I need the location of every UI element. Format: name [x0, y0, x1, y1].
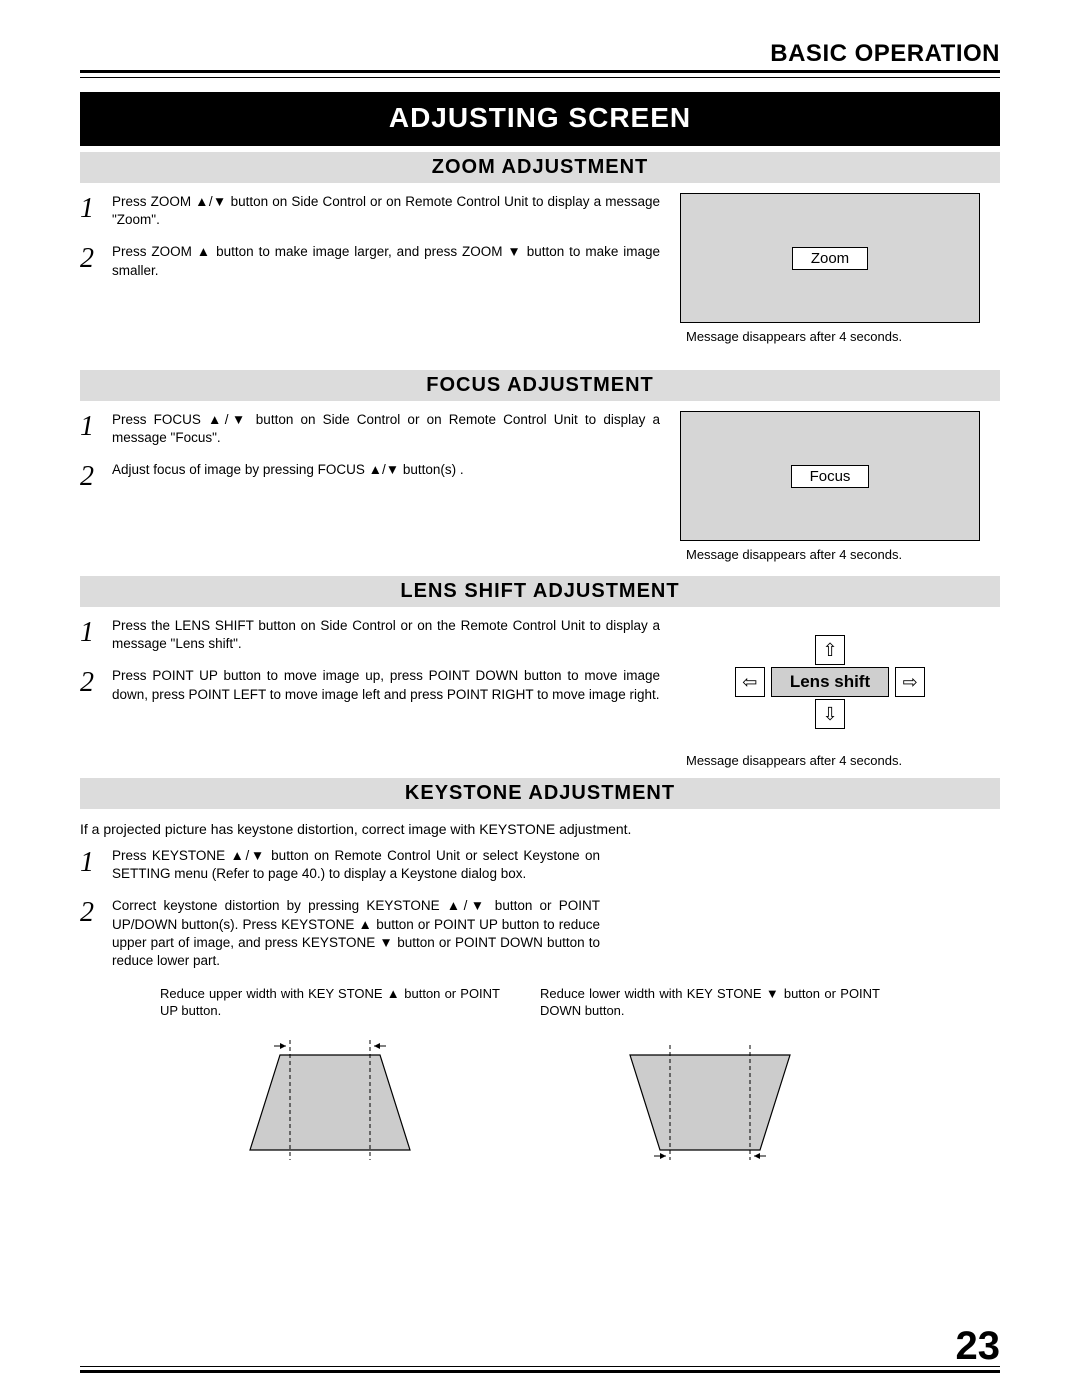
step-text: Press POINT UP button to move image up, … — [112, 667, 660, 703]
caption: Message disappears after 4 seconds. — [680, 547, 1000, 562]
lens-display: ⇧ ⇦ Lens shift ⇨ ⇩ Message disappears af… — [680, 617, 1000, 768]
step: 1 Press FOCUS ▲/▼ button on Side Control… — [80, 411, 660, 447]
arrow-right-icon: ⇨ — [895, 667, 925, 697]
step: 1 Press the LENS SHIFT button on Side Co… — [80, 617, 660, 653]
keystone-fig-upper: Reduce upper width with KEY STONE ▲ butt… — [160, 986, 500, 1160]
keystone-steps: 1 Press KEYSTONE ▲/▼ button on Remote Co… — [80, 847, 600, 970]
arrow-left-icon: ⇦ — [735, 667, 765, 697]
header-rule-thick — [80, 70, 1000, 73]
zoom-display: Zoom Message disappears after 4 seconds. — [680, 193, 1000, 344]
caption: Message disappears after 4 seconds. — [680, 329, 1000, 344]
page: BASIC OPERATION ADJUSTING SCREEN ZOOM AD… — [0, 0, 1080, 1397]
step: 2 Press POINT UP button to move image up… — [80, 667, 660, 703]
header-rule-thin — [80, 77, 1000, 78]
step-number: 1 — [80, 847, 100, 883]
step-text: Press ZOOM ▲/▼ button on Side Control or… — [112, 193, 660, 229]
focus-row: 1 Press FOCUS ▲/▼ button on Side Control… — [80, 411, 1000, 562]
step: 2 Press ZOOM ▲ button to make image larg… — [80, 243, 660, 279]
lens-shift-row: ⇦ Lens shift ⇨ — [735, 667, 925, 697]
step: 1 Press ZOOM ▲/▼ button on Side Control … — [80, 193, 660, 229]
page-number: 23 — [956, 1324, 1001, 1369]
step-number: 1 — [80, 411, 100, 447]
section-title-lens: LENS SHIFT ADJUSTMENT — [80, 576, 1000, 607]
main-banner: ADJUSTING SCREEN — [80, 92, 1000, 146]
focus-steps: 1 Press FOCUS ▲/▼ button on Side Control… — [80, 411, 660, 562]
fig-caption: Reduce lower width with KEY STONE ▼ butt… — [540, 986, 880, 1020]
trapezoid-upper-icon — [230, 1030, 430, 1160]
step-text: Press FOCUS ▲/▼ button on Side Control o… — [112, 411, 660, 447]
lens-shift-osd: ⇧ ⇦ Lens shift ⇨ ⇩ — [680, 635, 980, 729]
zoom-steps: 1 Press ZOOM ▲/▼ button on Side Control … — [80, 193, 660, 344]
step-text: Press the LENS SHIFT button on Side Cont… — [112, 617, 660, 653]
step-text: Press ZOOM ▲ button to make image larger… — [112, 243, 660, 279]
lens-steps: 1 Press the LENS SHIFT button on Side Co… — [80, 617, 660, 768]
trapezoid-lower-icon — [610, 1030, 810, 1160]
keystone-fig-lower: Reduce lower width with KEY STONE ▼ butt… — [540, 986, 880, 1160]
step-number: 2 — [80, 461, 100, 491]
osd-box-focus: Focus — [680, 411, 980, 541]
osd-box-zoom: Zoom — [680, 193, 980, 323]
section-title-focus: FOCUS ADJUSTMENT — [80, 370, 1000, 401]
arrow-up-icon: ⇧ — [815, 635, 845, 665]
step-text: Adjust focus of image by pressing FOCUS … — [112, 461, 464, 491]
step-number: 2 — [80, 897, 100, 970]
step-number: 1 — [80, 193, 100, 229]
fig-caption: Reduce upper width with KEY STONE ▲ butt… — [160, 986, 500, 1020]
step-number: 1 — [80, 617, 100, 653]
zoom-row: 1 Press ZOOM ▲/▼ button on Side Control … — [80, 193, 1000, 344]
footer — [80, 1366, 1000, 1373]
footer-rule-thin — [80, 1366, 1000, 1367]
section-title-keystone: KEYSTONE ADJUSTMENT — [80, 778, 1000, 809]
osd-label: Zoom — [792, 247, 868, 270]
caption: Message disappears after 4 seconds. — [680, 753, 1000, 768]
footer-rule-thick — [80, 1370, 1000, 1373]
step-number: 2 — [80, 243, 100, 279]
step: 1 Press KEYSTONE ▲/▼ button on Remote Co… — [80, 847, 600, 883]
step: 2 Correct keystone distortion by pressin… — [80, 897, 600, 970]
osd-label: Focus — [791, 465, 870, 488]
step-text: Press KEYSTONE ▲/▼ button on Remote Cont… — [112, 847, 600, 883]
lens-row: 1 Press the LENS SHIFT button on Side Co… — [80, 617, 1000, 768]
arrow-down-icon: ⇩ — [815, 699, 845, 729]
focus-display: Focus Message disappears after 4 seconds… — [680, 411, 1000, 562]
keystone-figures: Reduce upper width with KEY STONE ▲ butt… — [80, 986, 1000, 1160]
header-title: BASIC OPERATION — [80, 40, 1000, 68]
keystone-intro: If a projected picture has keystone dist… — [80, 821, 1000, 837]
section-title-zoom: ZOOM ADJUSTMENT — [80, 152, 1000, 183]
osd-label: Lens shift — [771, 667, 889, 697]
step: 2 Adjust focus of image by pressing FOCU… — [80, 461, 660, 491]
step-text: Correct keystone distortion by pressing … — [112, 897, 600, 970]
step-number: 2 — [80, 667, 100, 703]
